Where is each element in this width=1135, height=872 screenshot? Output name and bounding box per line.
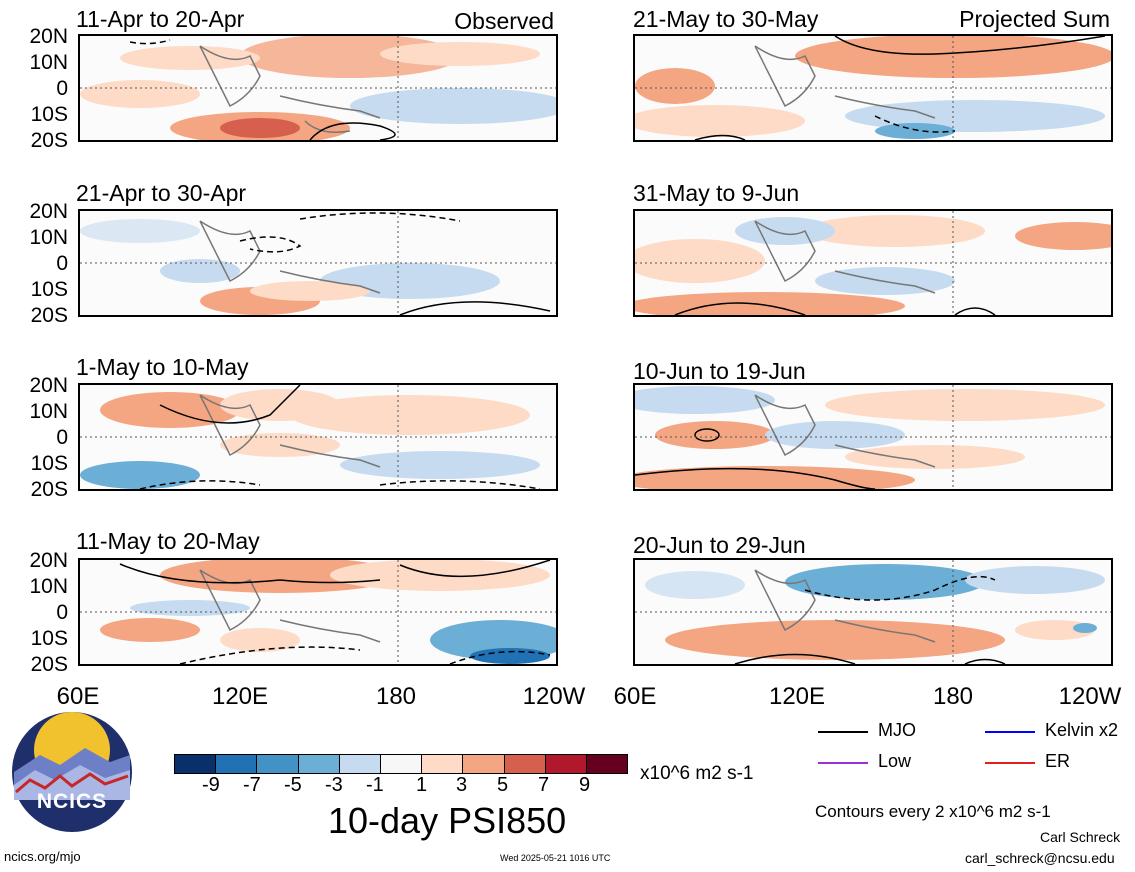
colorbar — [174, 754, 628, 774]
lat-label: 20S — [30, 478, 68, 501]
legend-label: ER — [1045, 751, 1071, 771]
colorbar-swatch — [379, 755, 422, 773]
legend-label: MJO — [878, 720, 916, 740]
lat-label: 20N — [29, 374, 68, 397]
lat-label: 20N — [29, 549, 68, 572]
lat-label: 10N — [29, 51, 68, 74]
panel-title: 11-Apr to 20-Apr — [76, 6, 245, 32]
panel-title: 11-May to 20-May — [76, 528, 260, 554]
map-plot — [78, 209, 558, 317]
map-plot — [78, 34, 558, 142]
legend-label: Low — [878, 751, 912, 771]
panel-title: 21-Apr to 30-Apr — [76, 180, 247, 206]
colorbar-tick: -1 — [366, 774, 384, 796]
colorbar-swatch — [421, 755, 463, 773]
lon-label: 120W — [522, 683, 586, 710]
footer-author: Carl Schreck — [1040, 829, 1121, 845]
lon-label: 120E — [768, 683, 826, 710]
colorbar-tick: -3 — [325, 774, 343, 796]
lon-label: 120E — [211, 683, 269, 710]
map-plot — [633, 209, 1113, 317]
colorbar-tick: -9 — [202, 774, 220, 796]
lat-label: 20S — [30, 129, 68, 152]
lat-label: 20N — [29, 25, 68, 48]
panel-title: 1-May to 10-May — [76, 354, 249, 380]
legend-line-er — [985, 762, 1035, 764]
lat-label: 10S — [30, 278, 68, 301]
colorbar-tick: 1 — [416, 774, 428, 796]
colorbar-tick: -7 — [243, 774, 261, 796]
map-plot — [633, 34, 1113, 142]
lon-label: 180 — [375, 683, 417, 710]
footer-url: ncics.org/mjo — [4, 849, 81, 864]
lon-label: 60E — [56, 683, 100, 710]
map-plot — [78, 383, 558, 491]
colorbar-swatch — [175, 755, 216, 773]
panel-title: 20-Jun to 29-Jun — [633, 532, 806, 558]
legend-line-kelvin — [985, 731, 1035, 733]
panel-tag: Projected Sum — [959, 6, 1110, 32]
lat-label: 10N — [29, 226, 68, 249]
main-title: 10-day PSI850 — [328, 800, 567, 841]
lat-label: 10S — [30, 627, 68, 650]
colorbar-tick: 5 — [497, 774, 509, 796]
lon-label: 60E — [613, 683, 657, 710]
panel-title: 21-May to 30-May — [633, 6, 819, 32]
colorbar-swatch — [503, 755, 545, 773]
map-plot — [633, 383, 1113, 491]
colorbar-swatch — [338, 755, 380, 773]
lat-label: 20S — [30, 653, 68, 676]
legend-line-mjo — [818, 731, 868, 733]
lat-label: 0 — [56, 426, 68, 449]
lat-label: 10N — [29, 400, 68, 423]
colorbar-tick: 9 — [579, 774, 591, 796]
map-plot — [633, 558, 1113, 666]
lat-label: 0 — [56, 601, 68, 624]
footer-email: carl_schreck@ncsu.edu — [965, 850, 1115, 866]
lat-label: 0 — [56, 77, 68, 100]
colorbar-tick: 7 — [538, 774, 550, 796]
panel-title: 31-May to 9-Jun — [633, 180, 800, 206]
lat-label: 20N — [29, 200, 68, 223]
colorbar-swatch — [462, 755, 504, 773]
lat-label: 10S — [30, 103, 68, 126]
lat-label: 0 — [56, 252, 68, 275]
panel-title: 10-Jun to 19-Jun — [633, 358, 806, 384]
colorbar-tick: -5 — [284, 774, 302, 796]
lon-label: 120W — [1058, 683, 1122, 710]
lat-label: 10S — [30, 452, 68, 475]
colorbar-swatch — [585, 755, 628, 773]
ncics-logo: NCICS — [10, 710, 134, 834]
lon-label: 180 — [932, 683, 974, 710]
colorbar-swatch — [297, 755, 339, 773]
legend-line-low — [818, 762, 868, 764]
colorbar-swatch — [256, 755, 298, 773]
panel-tag: Observed — [454, 8, 554, 34]
map-plot — [78, 558, 558, 666]
colorbar-swatch — [215, 755, 257, 773]
logo-text: NCICS — [36, 790, 108, 813]
lat-label: 20S — [30, 304, 68, 327]
colorbar-units: x10^6 m2 s-1 — [640, 763, 754, 784]
footer-timestamp: Wed 2025-05-21 1016 UTC — [500, 853, 611, 863]
colorbar-tick: 3 — [456, 774, 468, 796]
contour-note: Contours every 2 x10^6 m2 s-1 — [815, 802, 1051, 821]
legend-label: Kelvin x2 — [1045, 720, 1119, 740]
lat-label: 10N — [29, 575, 68, 598]
colorbar-swatch — [544, 755, 586, 773]
